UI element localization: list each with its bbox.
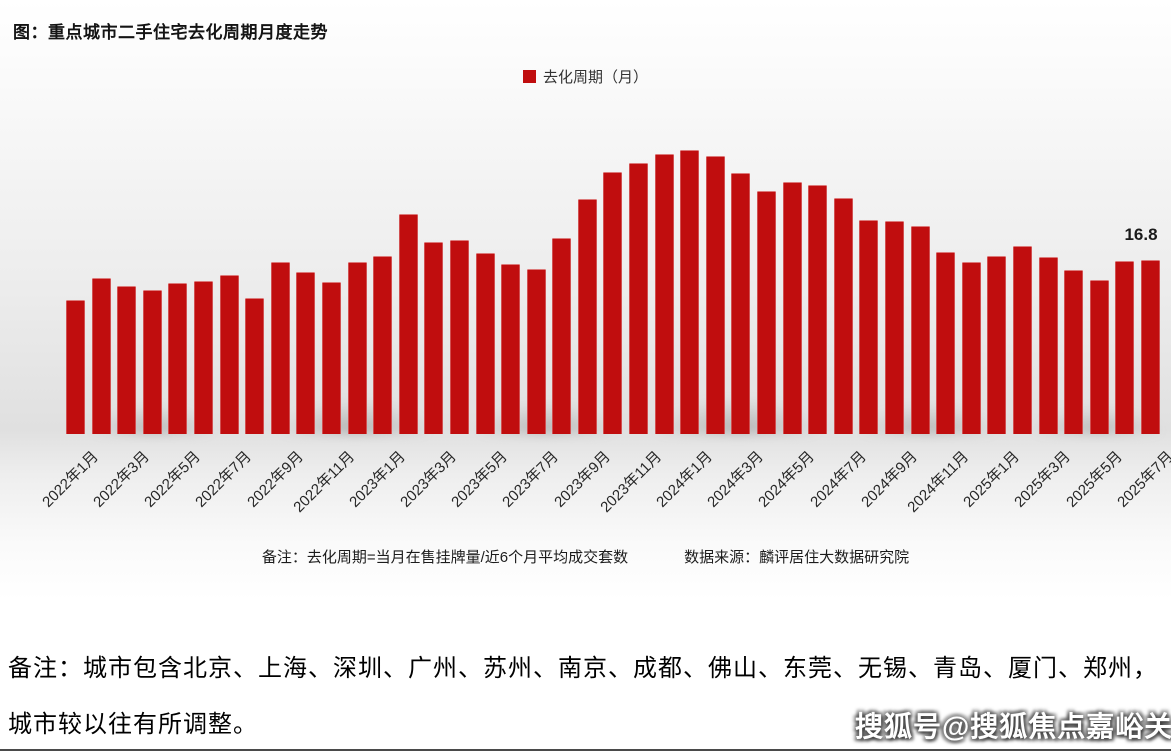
bar [168, 282, 188, 434]
chart-title: 图：重点城市二手住宅去化周期月度走势 [13, 23, 328, 42]
bar [1012, 245, 1032, 434]
legend-label: 去化周期（月） [542, 69, 648, 86]
bar [577, 198, 597, 434]
bar [526, 269, 546, 434]
bar [731, 173, 751, 434]
bar [654, 154, 674, 434]
bar [66, 300, 85, 434]
bar [347, 262, 367, 434]
plot-area [66, 120, 1160, 434]
bar [296, 272, 316, 434]
bar [961, 262, 981, 434]
bar [629, 162, 649, 434]
bar [705, 156, 725, 434]
bar [859, 219, 879, 434]
bar [552, 238, 572, 434]
footer: 备注：城市包含北京、上海、深圳、广州、苏州、南京、成都、佛山、东莞、无锡、青岛、… [0, 600, 1171, 753]
bar [1038, 256, 1058, 434]
bar [193, 280, 213, 434]
bar [501, 264, 521, 434]
bar [373, 255, 393, 434]
bar [117, 285, 137, 434]
watermark: 搜狐号@搜狐焦点嘉峪关站 [855, 711, 1171, 742]
bar [424, 242, 444, 434]
bar [1140, 260, 1160, 434]
bar [270, 262, 290, 434]
x-axis-labels: 2022年1月 2022年3月 2022年5月 2022年7月 2022年9月 2022年… [39, 434, 1171, 544]
legend: 去化周期（月） [0, 66, 1171, 87]
chart-panel: 图：重点城市二手住宅去化周期月度走势 去化周期（月） 16.8 2022年1月 2… [0, 0, 1171, 600]
chart-notes: 备注：去化周期=当月在售挂牌量/近6个月平均成交套数 数据来源：麟评居住大数据研… [0, 546, 1171, 567]
bar [987, 255, 1007, 434]
bar [808, 185, 828, 434]
bar [833, 197, 853, 434]
note-definition: 备注：去化周期=当月在售挂牌量/近6个月平均成交套数 [261, 549, 629, 566]
bar [321, 281, 341, 434]
bar [680, 150, 700, 434]
bar [91, 277, 111, 434]
bar [245, 298, 265, 434]
bar [142, 290, 162, 434]
bar [757, 190, 777, 434]
bar [885, 220, 904, 434]
bar [936, 251, 956, 434]
bar [782, 182, 802, 434]
note-source: 数据来源：麟评居住大数据研究院 [684, 549, 910, 566]
legend-swatch-icon [522, 70, 536, 83]
bar [449, 240, 469, 434]
bar-value-label: 16.8 [1124, 225, 1158, 244]
bar [219, 274, 239, 434]
bar [398, 214, 418, 434]
bottom-divider [0, 749, 1171, 751]
bar [475, 252, 495, 434]
bar [1115, 261, 1135, 434]
bar [910, 225, 930, 434]
footer-note-line-2: 城市较以往有所调整。 [8, 712, 258, 738]
footer-note-line-1: 备注：城市包含北京、上海、深圳、广州、苏州、南京、成都、佛山、东莞、无锡、青岛、… [8, 656, 1158, 682]
bar [1064, 270, 1084, 434]
bar [603, 172, 623, 434]
bar [1089, 279, 1109, 434]
